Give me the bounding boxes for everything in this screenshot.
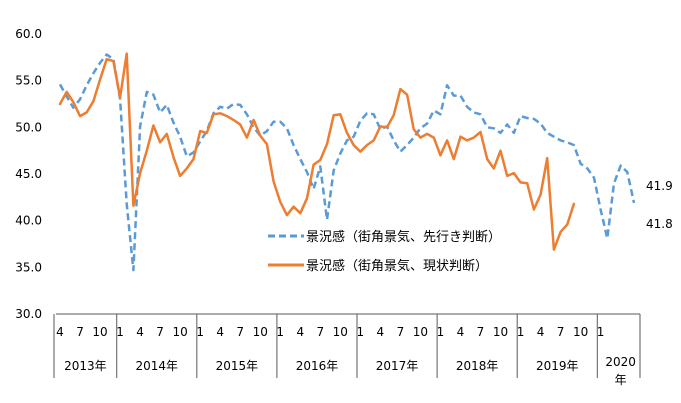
year-label: 2013年	[64, 359, 107, 373]
x-tick-label: 1	[517, 325, 525, 339]
y-tick-label: 30.0	[15, 307, 42, 321]
end-value-label: 41.9	[646, 179, 673, 193]
x-tick-label: 7	[397, 325, 405, 339]
y-axis: 30.0 35.0 40.0 45.0 50.0 55.0 60.0	[15, 27, 42, 321]
x-tick-label: 4	[136, 325, 144, 339]
series-line-forecast	[58, 53, 636, 272]
x-axis: 4 7 10 1 4 7 10 1 4 7 10 1 4 7 10 1 4 7 10 1 4 7 10 1 4 7 10 12013年…	[53, 313, 641, 387]
year-label: 2018年	[456, 359, 499, 373]
x-tick-label: 10	[573, 325, 588, 339]
x-tick-label: 7	[557, 325, 565, 339]
x-tick-label: 7	[156, 325, 164, 339]
y-tick-label: 60.0	[15, 27, 42, 41]
year-label: 2016年	[296, 359, 339, 373]
year-label: 2015年	[216, 359, 259, 373]
x-tick-label: 7	[316, 325, 324, 339]
x-tick-label: 1	[276, 325, 284, 339]
x-tick-label: 1	[196, 325, 204, 339]
x-tick-label: 4	[296, 325, 304, 339]
year-label: 2019年	[536, 359, 579, 373]
year-label: 2017年	[376, 359, 419, 373]
year-label: 2020	[605, 355, 636, 369]
series-line-current	[58, 52, 576, 251]
end-value-label: 41.8	[646, 217, 673, 231]
x-tick-label: 1	[116, 325, 124, 339]
x-tick-label: 7	[236, 325, 244, 339]
year-label: 年	[615, 373, 627, 387]
x-tick-label: 1	[357, 325, 365, 339]
y-tick-label: 40.0	[15, 214, 42, 228]
y-tick-label: 45.0	[15, 167, 42, 181]
year-label: 2014年	[136, 359, 179, 373]
x-tick-label: 7	[76, 325, 84, 339]
x-tick-label: 4	[216, 325, 224, 339]
y-tick-label: 50.0	[15, 120, 42, 134]
x-tick-label: 1	[437, 325, 445, 339]
x-tick-label: 7	[477, 325, 485, 339]
x-tick-label: 10	[92, 325, 107, 339]
y-tick-label: 35.0	[15, 260, 42, 274]
x-tick-label: 10	[493, 325, 508, 339]
x-tick-label: 4	[457, 325, 465, 339]
y-tick-label: 55.0	[15, 74, 42, 88]
plot-area: 41.9 41.8	[58, 52, 673, 272]
legend: 景況感（街角景気、先行き判断） 景況感（街角景気、現状判断）	[268, 229, 501, 274]
x-tick-label: 4	[537, 325, 545, 339]
x-tick-label: 10	[413, 325, 428, 339]
x-tick-label: 10	[253, 325, 268, 339]
x-tick-label: 4	[377, 325, 385, 339]
x-tick-label: 1	[597, 325, 605, 339]
x-tick-label: 10	[333, 325, 348, 339]
x-tick-label: 4	[56, 325, 64, 339]
x-tick-label: 10	[172, 325, 187, 339]
legend-label: 景況感（街角景気、先行き判断）	[306, 229, 501, 245]
legend-label: 景況感（街角景気、現状判断）	[306, 258, 488, 274]
